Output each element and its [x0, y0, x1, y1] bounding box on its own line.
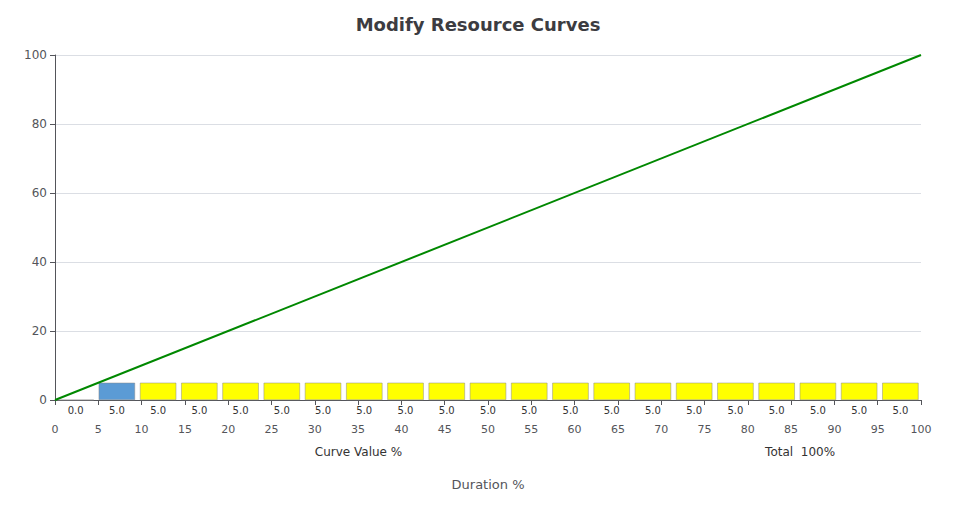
- svg-text:55: 55: [524, 423, 538, 436]
- svg-text:80: 80: [32, 117, 47, 131]
- svg-text:5.0: 5.0: [810, 405, 826, 416]
- svg-text:5.0: 5.0: [480, 405, 496, 416]
- svg-text:5.0: 5.0: [563, 405, 579, 416]
- svg-text:10: 10: [135, 423, 149, 436]
- svg-text:5.0: 5.0: [233, 405, 249, 416]
- svg-text:95: 95: [871, 423, 885, 436]
- svg-text:0.0: 0.0: [68, 405, 84, 416]
- svg-text:5.0: 5.0: [769, 405, 785, 416]
- svg-text:5.0: 5.0: [851, 405, 867, 416]
- svg-text:25: 25: [265, 423, 279, 436]
- svg-text:75: 75: [698, 423, 712, 436]
- svg-text:5.0: 5.0: [604, 405, 620, 416]
- svg-text:20: 20: [221, 423, 235, 436]
- svg-text:45: 45: [438, 423, 452, 436]
- svg-text:5.0: 5.0: [356, 405, 372, 416]
- svg-text:5.0: 5.0: [727, 405, 743, 416]
- svg-text:5.0: 5.0: [315, 405, 331, 416]
- svg-text:5.0: 5.0: [191, 405, 207, 416]
- svg-text:0: 0: [52, 423, 59, 436]
- svg-text:0: 0: [39, 393, 47, 407]
- svg-text:60: 60: [32, 186, 47, 200]
- svg-text:5: 5: [95, 423, 102, 436]
- svg-text:80: 80: [741, 423, 755, 436]
- svg-text:Curve Value %: Curve Value %: [315, 445, 402, 459]
- svg-text:50: 50: [481, 423, 495, 436]
- svg-text:5.0: 5.0: [150, 405, 166, 416]
- svg-text:15: 15: [178, 423, 192, 436]
- svg-text:5.0: 5.0: [686, 405, 702, 416]
- svg-text:40: 40: [394, 423, 408, 436]
- svg-text:5.0: 5.0: [439, 405, 455, 416]
- svg-text:35: 35: [351, 423, 365, 436]
- svg-text:100: 100: [24, 48, 47, 62]
- svg-text:5.0: 5.0: [521, 405, 537, 416]
- svg-text:30: 30: [308, 423, 322, 436]
- svg-text:65: 65: [611, 423, 625, 436]
- svg-text:100: 100: [911, 423, 932, 436]
- svg-text:70: 70: [654, 423, 668, 436]
- svg-text:40: 40: [32, 255, 47, 269]
- svg-text:Total 100%: Total 100%: [764, 445, 835, 459]
- svg-text:5.0: 5.0: [645, 405, 661, 416]
- svg-text:5.0: 5.0: [892, 405, 908, 416]
- svg-text:5.0: 5.0: [274, 405, 290, 416]
- svg-text:5.0: 5.0: [109, 405, 125, 416]
- svg-text:5.0: 5.0: [398, 405, 414, 416]
- svg-text:Modify Resource Curves: Modify Resource Curves: [356, 14, 601, 35]
- svg-text:Duration %: Duration %: [452, 477, 525, 492]
- svg-text:60: 60: [568, 423, 582, 436]
- svg-text:85: 85: [784, 423, 798, 436]
- svg-text:90: 90: [827, 423, 841, 436]
- svg-text:20: 20: [32, 324, 47, 338]
